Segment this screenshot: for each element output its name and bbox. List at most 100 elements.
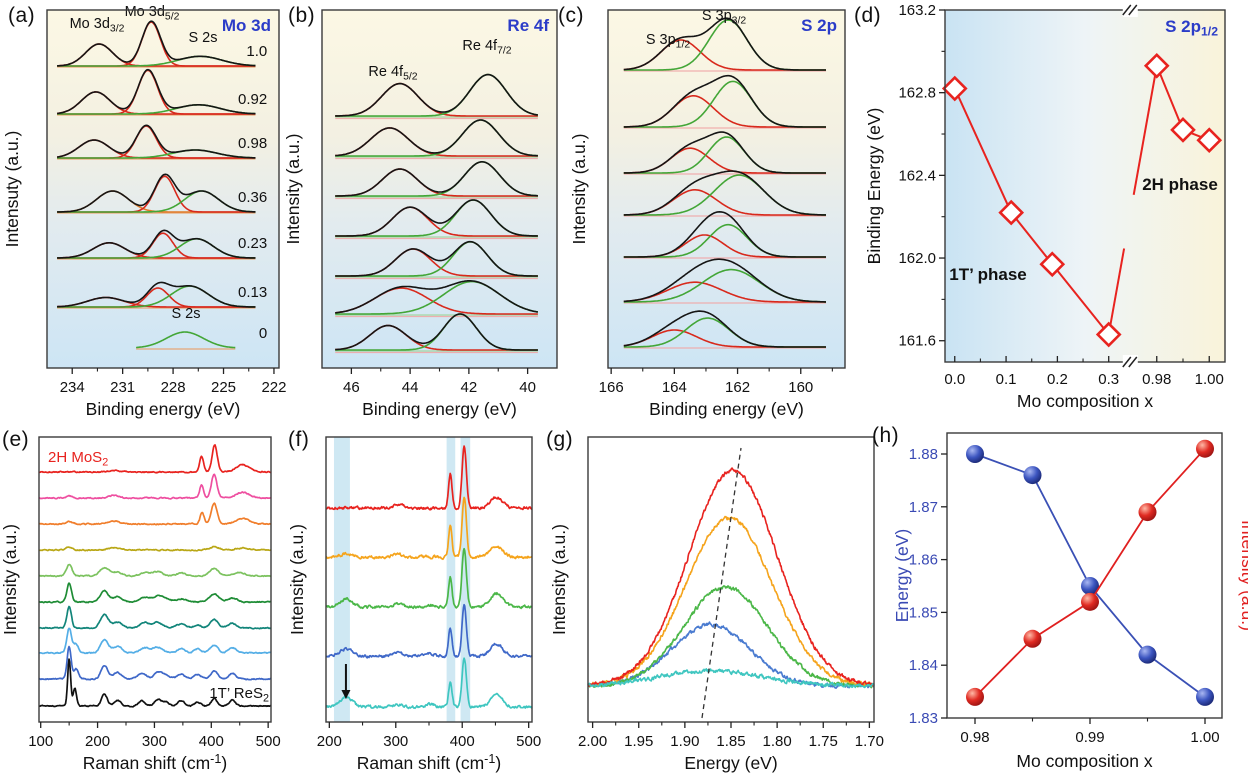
svg-text:S 2p1/2: S 2p1/2 (1165, 17, 1218, 39)
panel-c-plot: S 3p1/2 S 3p3/2 S 2p 166 164 162 160 Binding en… (569, 8, 846, 419)
panel-e-plot: 2H MoS2 1T’ ReS2 100 200 300 400 500 Raman shif… (0, 436, 281, 773)
svg-text:Raman shift (cm-1): Raman shift (cm-1) (357, 752, 501, 773)
svg-text:S 2s: S 2s (171, 306, 200, 322)
svg-text:42: 42 (461, 379, 478, 396)
svg-text:0.98: 0.98 (1142, 371, 1171, 388)
svg-text:Intensity (a.u.): Intensity (a.u.) (287, 524, 307, 635)
svg-text:0.0: 0.0 (944, 371, 965, 388)
svg-text:Raman shift (cm-1): Raman shift (cm-1) (83, 752, 227, 773)
svg-text:Mo composition x: Mo composition x (1017, 391, 1153, 411)
svg-text:1.88: 1.88 (909, 446, 938, 463)
svg-text:Energy (eV): Energy (eV) (684, 753, 777, 773)
svg-text:Intensity (a.u.): Intensity (a.u.) (283, 134, 303, 245)
svg-text:0: 0 (259, 325, 267, 342)
panel-c-label: (c) (558, 4, 584, 27)
svg-text:S 3p1/2: S 3p1/2 (646, 32, 691, 51)
svg-text:400: 400 (199, 733, 224, 750)
svg-text:1.85: 1.85 (909, 604, 938, 621)
svg-text:160: 160 (788, 379, 813, 396)
svg-text:162.4: 162.4 (898, 167, 936, 184)
svg-text:1.00: 1.00 (1190, 729, 1219, 746)
svg-text:225: 225 (211, 379, 236, 396)
svg-text:1.95: 1.95 (624, 733, 653, 750)
svg-text:1.80: 1.80 (763, 733, 792, 750)
panel-a-label: (a) (8, 4, 36, 27)
svg-text:0.98: 0.98 (238, 135, 267, 152)
panel-h-plot: 1.83 1.84 1.85 1.86 1.87 1.88 0.98 0.99 1.00 Mo c… (892, 432, 1248, 771)
svg-text:Binding energy (eV): Binding energy (eV) (86, 399, 241, 419)
panel-b-label: (b) (288, 4, 316, 27)
svg-text:500: 500 (256, 733, 281, 750)
svg-text:1.90: 1.90 (670, 733, 699, 750)
svg-text:2H phase: 2H phase (1142, 175, 1218, 194)
svg-text:228: 228 (161, 379, 186, 396)
svg-text:1.0: 1.0 (246, 43, 267, 60)
svg-text:0.99: 0.99 (1075, 729, 1104, 746)
svg-text:Intensuty (a.u.): Intensuty (a.u.) (2, 131, 22, 248)
svg-text:S 3p3/2: S 3p3/2 (702, 8, 747, 27)
svg-text:Binding energy (eV): Binding energy (eV) (362, 399, 517, 419)
svg-text:2H MoS2: 2H MoS2 (48, 449, 108, 469)
svg-text:Binding energy (eV): Binding energy (eV) (649, 399, 804, 419)
svg-text:Re 4f5/2: Re 4f5/2 (368, 64, 417, 83)
svg-text:0.3: 0.3 (1098, 371, 1119, 388)
svg-text:46: 46 (343, 379, 360, 396)
svg-text:163.2: 163.2 (898, 2, 936, 19)
svg-text:164: 164 (662, 379, 687, 396)
svg-text:222: 222 (261, 379, 286, 396)
svg-text:231: 231 (110, 379, 135, 396)
svg-text:1.87: 1.87 (909, 499, 938, 516)
svg-text:1.84: 1.84 (909, 657, 938, 674)
svg-text:Intensity (a.u.): Intensity (a.u.) (549, 524, 569, 635)
svg-text:Mo composition x: Mo composition x (1016, 751, 1152, 771)
svg-text:300: 300 (142, 733, 167, 750)
svg-text:162.0: 162.0 (898, 250, 936, 267)
svg-text:0.1: 0.1 (996, 371, 1017, 388)
panel-g-label: (g) (546, 428, 574, 451)
svg-text:0.13: 0.13 (238, 284, 267, 301)
svg-text:Mo 3d: Mo 3d (222, 16, 271, 35)
panel-e-label: (e) (2, 428, 30, 451)
svg-text:200: 200 (85, 733, 110, 750)
svg-text:Mo 3d5/2: Mo 3d5/2 (125, 4, 180, 23)
svg-text:300: 300 (383, 733, 408, 750)
svg-text:1.86: 1.86 (909, 552, 938, 569)
panel-d-plot: 1T’ phase 2H phase S 2p1/2 161.6 162.0 162.4 1… (864, 2, 1226, 411)
svg-text:0.36: 0.36 (238, 189, 267, 206)
svg-text:162: 162 (725, 379, 750, 396)
svg-text:1.75: 1.75 (809, 733, 838, 750)
svg-text:161.6: 161.6 (898, 333, 936, 350)
svg-text:Intensity (a.u.): Intensity (a.u.) (1238, 520, 1248, 631)
svg-text:44: 44 (402, 379, 419, 396)
svg-text:1T’ ReS2: 1T’ ReS2 (209, 685, 269, 705)
svg-text:Intensity (a.u.): Intensity (a.u.) (0, 524, 20, 635)
svg-text:Re 4f7/2: Re 4f7/2 (462, 38, 511, 57)
svg-text:100: 100 (28, 733, 53, 750)
svg-text:40: 40 (519, 379, 536, 396)
panel-f-label: (f) (288, 428, 310, 451)
svg-text:1.00: 1.00 (1195, 371, 1224, 388)
svg-text:1.70: 1.70 (855, 733, 884, 750)
svg-text:1.85: 1.85 (716, 733, 745, 750)
svg-text:S 2s: S 2s (188, 30, 217, 46)
svg-text:S 2p: S 2p (801, 16, 837, 35)
panel-a-plot: 1.0 0.92 0.98 0.36 0.23 0.13 0 Mo 3d3/2Mo 3d5/2… (2, 4, 286, 419)
panel-h-label: (h) (872, 424, 900, 447)
svg-text:1.83: 1.83 (909, 710, 938, 727)
svg-text:400: 400 (450, 733, 475, 750)
svg-text:Energy (eV): Energy (eV) (892, 529, 912, 622)
svg-text:Intensity (a.u.): Intensity (a.u.) (569, 134, 589, 245)
svg-text:0.23: 0.23 (238, 235, 267, 252)
svg-text:2.00: 2.00 (578, 733, 607, 750)
svg-text:500: 500 (516, 733, 541, 750)
svg-text:0.2: 0.2 (1047, 371, 1068, 388)
svg-text:200: 200 (317, 733, 342, 750)
svg-text:234: 234 (60, 379, 85, 396)
svg-text:Re 4f: Re 4f (507, 16, 549, 35)
svg-text:162.8: 162.8 (898, 85, 936, 102)
svg-text:0.98: 0.98 (960, 729, 989, 746)
svg-text:Mo 3d3/2: Mo 3d3/2 (70, 16, 125, 35)
